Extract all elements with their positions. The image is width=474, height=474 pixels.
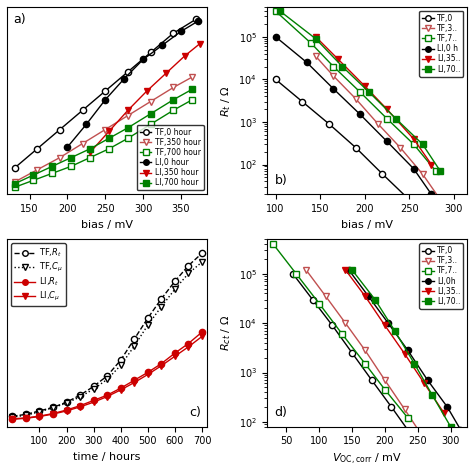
X-axis label: bias / mV: bias / mV: [341, 219, 393, 229]
X-axis label: $V_{\mathrm{OC,corr}}$ / mV: $V_{\mathrm{OC,corr}}$ / mV: [332, 452, 402, 467]
Text: b): b): [274, 174, 287, 187]
Text: c): c): [190, 406, 201, 419]
X-axis label: time / hours: time / hours: [73, 452, 141, 462]
Legend: TF,0, TF,3.., TF,7.., LI,0h, LI,35.., LI,70..: TF,0, TF,3.., TF,7.., LI,0h, LI,35.., LI…: [419, 243, 463, 309]
Legend: TF,0 hour, TF,350 hour, TF,700 hour, LI,0 hour, LI,350 hour, LI,700 hour: TF,0 hour, TF,350 hour, TF,700 hour, LI,…: [137, 125, 203, 191]
Y-axis label: $R_{ct}$ / $\Omega$: $R_{ct}$ / $\Omega$: [219, 315, 233, 351]
Legend: TF,$R_t$, TF,$C_\mu$, LI,$R_t$, LI,$C_\mu$: TF,$R_t$, TF,$C_\mu$, LI,$R_t$, LI,$C_\m…: [11, 244, 66, 306]
Text: a): a): [13, 13, 26, 26]
X-axis label: bias / mV: bias / mV: [81, 219, 133, 229]
Legend: TF,0, TF,3.., TF,7.., LI,0 h, LI,35.., LI,70..: TF,0, TF,3.., TF,7.., LI,0 h, LI,35.., L…: [419, 11, 463, 77]
Text: d): d): [274, 406, 288, 419]
Y-axis label: $R_t$ / $\Omega$: $R_t$ / $\Omega$: [219, 85, 233, 117]
